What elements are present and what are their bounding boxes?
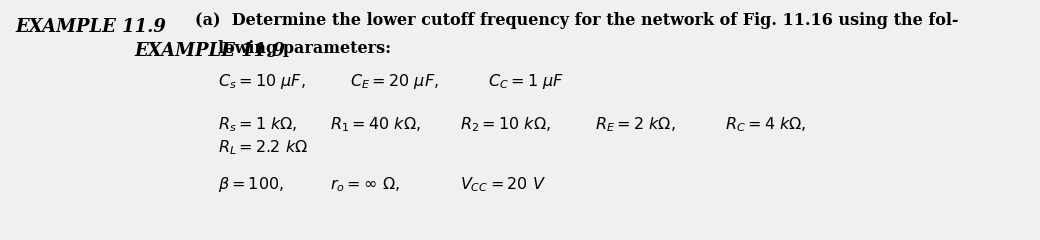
Text: (a)  Determine the lower cutoff frequency for the network of Fig. 11.16 using th: (a) Determine the lower cutoff frequency… (196, 12, 959, 29)
Text: $R_2 = 10~k\Omega,$: $R_2 = 10~k\Omega,$ (460, 115, 551, 134)
Text: EXAMPLE 11.9: EXAMPLE 11.9 (15, 18, 165, 36)
Text: $C_E = 20~\mu F,$: $C_E = 20~\mu F,$ (350, 72, 439, 91)
Text: $R_C = 4~k\Omega,$: $R_C = 4~k\Omega,$ (725, 115, 806, 134)
Text: $\beta = 100,$: $\beta = 100,$ (218, 175, 284, 194)
Text: EXAMPLE 11.9: EXAMPLE 11.9 (134, 42, 285, 60)
Text: $R_1 = 40~k\Omega,$: $R_1 = 40~k\Omega,$ (330, 115, 421, 134)
Text: $C_s = 10~\mu F,$: $C_s = 10~\mu F,$ (218, 72, 306, 91)
Text: $C_C = 1~\mu F$: $C_C = 1~\mu F$ (488, 72, 564, 91)
Text: $r_o = \infty~\Omega,$: $r_o = \infty~\Omega,$ (330, 175, 399, 194)
Text: $V_{CC} = 20~V$: $V_{CC} = 20~V$ (460, 175, 546, 194)
Text: lowing parameters:: lowing parameters: (218, 40, 391, 57)
Text: $R_E = 2~k\Omega,$: $R_E = 2~k\Omega,$ (595, 115, 676, 134)
Text: $R_s = 1~k\Omega,$: $R_s = 1~k\Omega,$ (218, 115, 297, 134)
Text: $R_L = 2.2~k\Omega$: $R_L = 2.2~k\Omega$ (218, 138, 308, 157)
